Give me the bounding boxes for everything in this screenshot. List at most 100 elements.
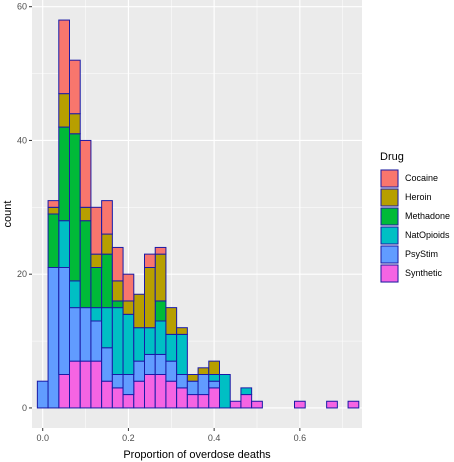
bar-segment-methadone xyxy=(101,253,113,309)
bar-segment-cocaine xyxy=(90,206,103,255)
bar-segment-heroin xyxy=(90,253,103,268)
bar-segment-methadone xyxy=(111,300,124,309)
major-gridlines xyxy=(32,0,362,428)
bar-segment-cocaine xyxy=(111,246,124,282)
y-axis-title: count xyxy=(2,201,14,228)
bar-segment-methadone xyxy=(90,267,103,309)
bar-segment-synthetic xyxy=(69,360,81,409)
bar-segment-natopioids xyxy=(176,333,188,375)
bar-segment-psystim xyxy=(144,353,156,375)
legend-key-synthetic xyxy=(380,264,399,283)
bar-segment-heroin xyxy=(154,253,167,302)
bar-segment-natopioids xyxy=(165,333,178,362)
bar-segment-heroin xyxy=(186,374,199,382)
bar-segment-synthetic xyxy=(144,374,156,409)
bar-segment-synthetic xyxy=(90,360,103,409)
bar-segment-psystim xyxy=(69,307,81,362)
bar-segment-psystim xyxy=(90,320,103,362)
y-tick-label: 40 xyxy=(17,135,27,145)
bar-segment-cocaine xyxy=(101,200,113,235)
bar-segment-natopioids xyxy=(111,307,124,375)
legend-key-heroin xyxy=(380,188,399,207)
bar-segment-cocaine xyxy=(122,273,135,302)
bar-segment-synthetic xyxy=(133,380,146,409)
bar-segment-synthetic xyxy=(111,387,124,409)
bar-segment-heroin xyxy=(101,233,113,255)
bar-segment-heroin xyxy=(197,367,210,375)
bar-segment-psystim xyxy=(154,353,167,375)
series-natopioids xyxy=(58,220,253,409)
bar-segment-synthetic xyxy=(294,400,306,409)
bar-segment-synthetic xyxy=(176,387,188,409)
x-axis-title: Proportion of overdose deaths xyxy=(123,449,271,461)
bar-segment-heroin xyxy=(165,307,178,335)
bar-segment-synthetic xyxy=(208,387,221,409)
bar-segment-methadone xyxy=(154,300,167,322)
bar-segment-psystim xyxy=(176,374,188,389)
bar-segment-heroin xyxy=(208,360,221,375)
x-tick-label: 0.2 xyxy=(122,433,135,443)
bar-segment-synthetic xyxy=(251,400,263,409)
bar-segment-cocaine xyxy=(47,200,60,208)
series-synthetic xyxy=(58,360,360,409)
bar-segment-psystim xyxy=(36,380,49,409)
bar-segment-cocaine xyxy=(154,246,167,255)
legend: Drug Cocaine Heroin Methadone NatOpioids Psy… xyxy=(380,151,450,283)
bar-segment-synthetic xyxy=(79,360,92,409)
bar-segment-synthetic xyxy=(326,400,338,409)
bar-segment-natopioids xyxy=(69,280,81,309)
bar-segment-natopioids xyxy=(208,374,221,382)
legend-label-heroin: Heroin xyxy=(405,192,432,202)
bar-segment-synthetic xyxy=(154,374,167,409)
minor-gridlines xyxy=(32,0,362,428)
bar-segment-heroin xyxy=(111,280,124,302)
legend-label-synthetic: Synthetic xyxy=(405,268,443,278)
bar-segment-synthetic xyxy=(165,380,178,409)
bar-segment-synthetic xyxy=(122,394,135,409)
bar-segment-cocaine xyxy=(79,139,92,208)
series-psystim xyxy=(36,267,221,409)
bar-segment-psystim xyxy=(79,307,92,362)
legend-label-cocaine: Cocaine xyxy=(405,173,438,183)
bar-segment-heroin xyxy=(69,113,81,135)
bar-segment-heroin xyxy=(58,93,70,128)
bar-segment-synthetic xyxy=(240,394,253,409)
legend-key-methadone xyxy=(380,207,399,226)
legend-title: Drug xyxy=(380,151,404,163)
bar-segment-natopioids xyxy=(219,374,231,409)
bar-segment-cocaine xyxy=(144,253,156,268)
bars-layer xyxy=(36,19,360,409)
bar-segment-cocaine xyxy=(58,19,70,95)
bar-segment-natopioids xyxy=(58,220,70,268)
bar-segment-natopioids xyxy=(144,327,156,355)
y-tick-label: 0 xyxy=(22,403,27,413)
x-tick-label: 0.4 xyxy=(208,433,221,443)
bar-segment-methadone xyxy=(58,126,70,222)
bar-segment-methadone xyxy=(69,133,81,282)
bar-segment-psystim xyxy=(58,267,70,375)
bar-segment-psystim xyxy=(165,360,178,382)
bar-segment-methadone xyxy=(47,213,60,268)
bar-segment-psystim xyxy=(186,380,199,396)
bar-segment-heroin xyxy=(176,327,188,335)
bar-segment-cocaine xyxy=(69,59,81,115)
bar-segment-synthetic xyxy=(229,400,242,409)
bar-segment-natopioids xyxy=(154,320,167,355)
bar-segment-psystim xyxy=(133,360,146,382)
bar-segment-synthetic xyxy=(101,380,113,409)
legend-label-methadone: Methadone xyxy=(405,211,450,221)
bar-segment-natopioids xyxy=(240,387,253,396)
bar-segment-methadone xyxy=(79,220,92,309)
legend-key-psystim xyxy=(380,245,399,264)
x-tick-label: 0.0 xyxy=(36,433,49,443)
bar-segment-psystim xyxy=(122,374,135,396)
legend-label-psystim: PsyStim xyxy=(405,249,438,259)
bar-segment-psystim xyxy=(197,374,210,396)
bar-segment-synthetic xyxy=(347,400,360,409)
bar-segment-natopioids xyxy=(90,307,103,322)
bar-segment-heroin xyxy=(133,293,146,329)
bar-segment-psystim xyxy=(101,347,113,382)
y-axis: 0 20 40 60 xyxy=(17,2,32,413)
series-cocaine xyxy=(47,19,167,302)
